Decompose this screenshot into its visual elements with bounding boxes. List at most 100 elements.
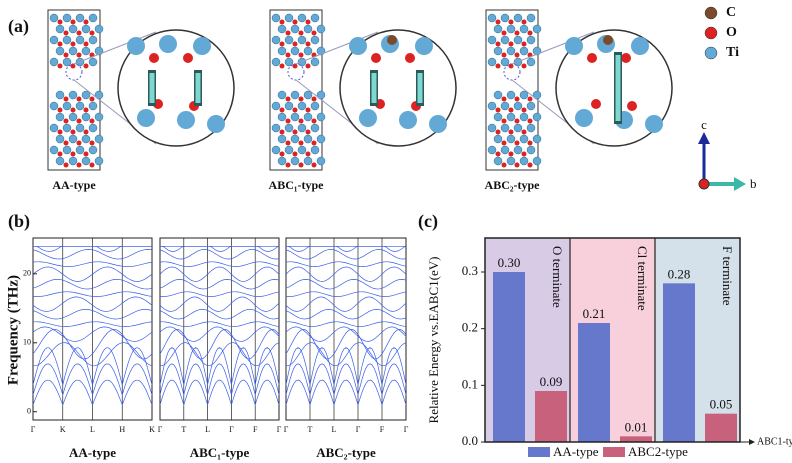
decoration (500, 123, 510, 133)
panel-caption: ABC₁-type (190, 445, 250, 460)
decoration (47, 9, 101, 171)
decoration (81, 156, 91, 166)
decoration (591, 99, 601, 109)
decoration (603, 35, 613, 45)
structure-label: ABC₁-type (269, 178, 325, 192)
decoration (207, 115, 225, 133)
decoration (159, 237, 280, 421)
decoration (285, 279, 407, 290)
y-tick-label: 0.1 (462, 376, 478, 391)
q-point-label: H (119, 425, 125, 434)
legend-swatch (603, 447, 625, 457)
decoration (303, 24, 313, 34)
decoration (506, 156, 516, 166)
decoration (501, 162, 507, 168)
decoration (297, 145, 307, 155)
legend-label: Ti (726, 45, 739, 60)
decoration (32, 266, 153, 282)
decoration (89, 96, 95, 102)
decoration (297, 13, 307, 23)
decoration (83, 151, 89, 157)
decoration (514, 30, 520, 36)
decoration (68, 156, 78, 166)
decoration (160, 245, 280, 252)
decoration (532, 156, 542, 166)
decoration (269, 9, 323, 171)
decoration (284, 101, 294, 111)
q-point-label: F (253, 425, 258, 434)
decoration (513, 35, 523, 45)
decoration (565, 37, 583, 55)
y-tick-label: 0.0 (462, 433, 478, 448)
q-point-label: K (149, 425, 155, 434)
decoration (519, 46, 529, 56)
y-tick-label: 0.3 (462, 263, 478, 278)
decoration (303, 90, 313, 100)
decoration (285, 296, 407, 312)
bar (663, 283, 695, 442)
decoration (514, 96, 520, 102)
decoration (513, 145, 523, 155)
decoration (68, 90, 78, 100)
decoration (279, 151, 285, 157)
decoration (159, 379, 280, 406)
q-point-label: Γ (284, 425, 289, 434)
value-label: 0.09 (540, 374, 563, 389)
decoration (149, 53, 159, 63)
legend-label: C (726, 5, 736, 20)
decoration (303, 156, 313, 166)
decoration (305, 107, 311, 113)
decoration (493, 46, 503, 56)
decoration (279, 19, 285, 25)
decoration (94, 24, 104, 34)
decoration (63, 96, 69, 102)
decoration (137, 109, 155, 127)
decoration (159, 347, 280, 385)
decoration (55, 156, 65, 166)
decoration (177, 111, 195, 129)
decoration (89, 30, 95, 36)
decoration (316, 112, 326, 122)
decoration (55, 112, 65, 122)
decoration (506, 24, 516, 34)
category-label: Cl terminate (635, 246, 650, 311)
decoration (32, 309, 153, 320)
decoration (290, 134, 300, 144)
structure-illustrations (32, 6, 746, 421)
axis-title: Frequency (THz) (5, 275, 21, 385)
decoration (303, 46, 313, 56)
decoration (527, 140, 533, 146)
decoration (387, 35, 397, 45)
q-point-label: Γ (31, 425, 36, 434)
decoration (271, 123, 281, 133)
decoration (49, 57, 59, 67)
decoration (88, 101, 98, 111)
decoration (68, 24, 78, 34)
decoration (290, 46, 300, 56)
decoration (405, 53, 415, 63)
decoration (286, 342, 407, 367)
decoration (70, 41, 76, 47)
decoration (271, 145, 281, 155)
decoration (514, 162, 520, 168)
decoration (94, 112, 104, 122)
decoration (297, 101, 307, 111)
decoration (290, 24, 300, 34)
q-point-label: L (205, 425, 210, 434)
decoration (621, 53, 631, 63)
decoration (277, 90, 287, 100)
legend-label: ABC2-type (628, 444, 688, 459)
q-point-label: L (90, 425, 95, 434)
decoration (495, 107, 501, 113)
decoration (493, 134, 503, 144)
decoration (526, 13, 536, 23)
decoration (292, 63, 298, 69)
structure-label: AA-type (52, 178, 96, 192)
decoration (159, 329, 280, 360)
decoration (159, 321, 280, 327)
decoration (501, 118, 507, 124)
decoration (32, 326, 153, 342)
decoration (285, 266, 407, 282)
decoration (284, 145, 294, 155)
decoration (70, 63, 76, 69)
